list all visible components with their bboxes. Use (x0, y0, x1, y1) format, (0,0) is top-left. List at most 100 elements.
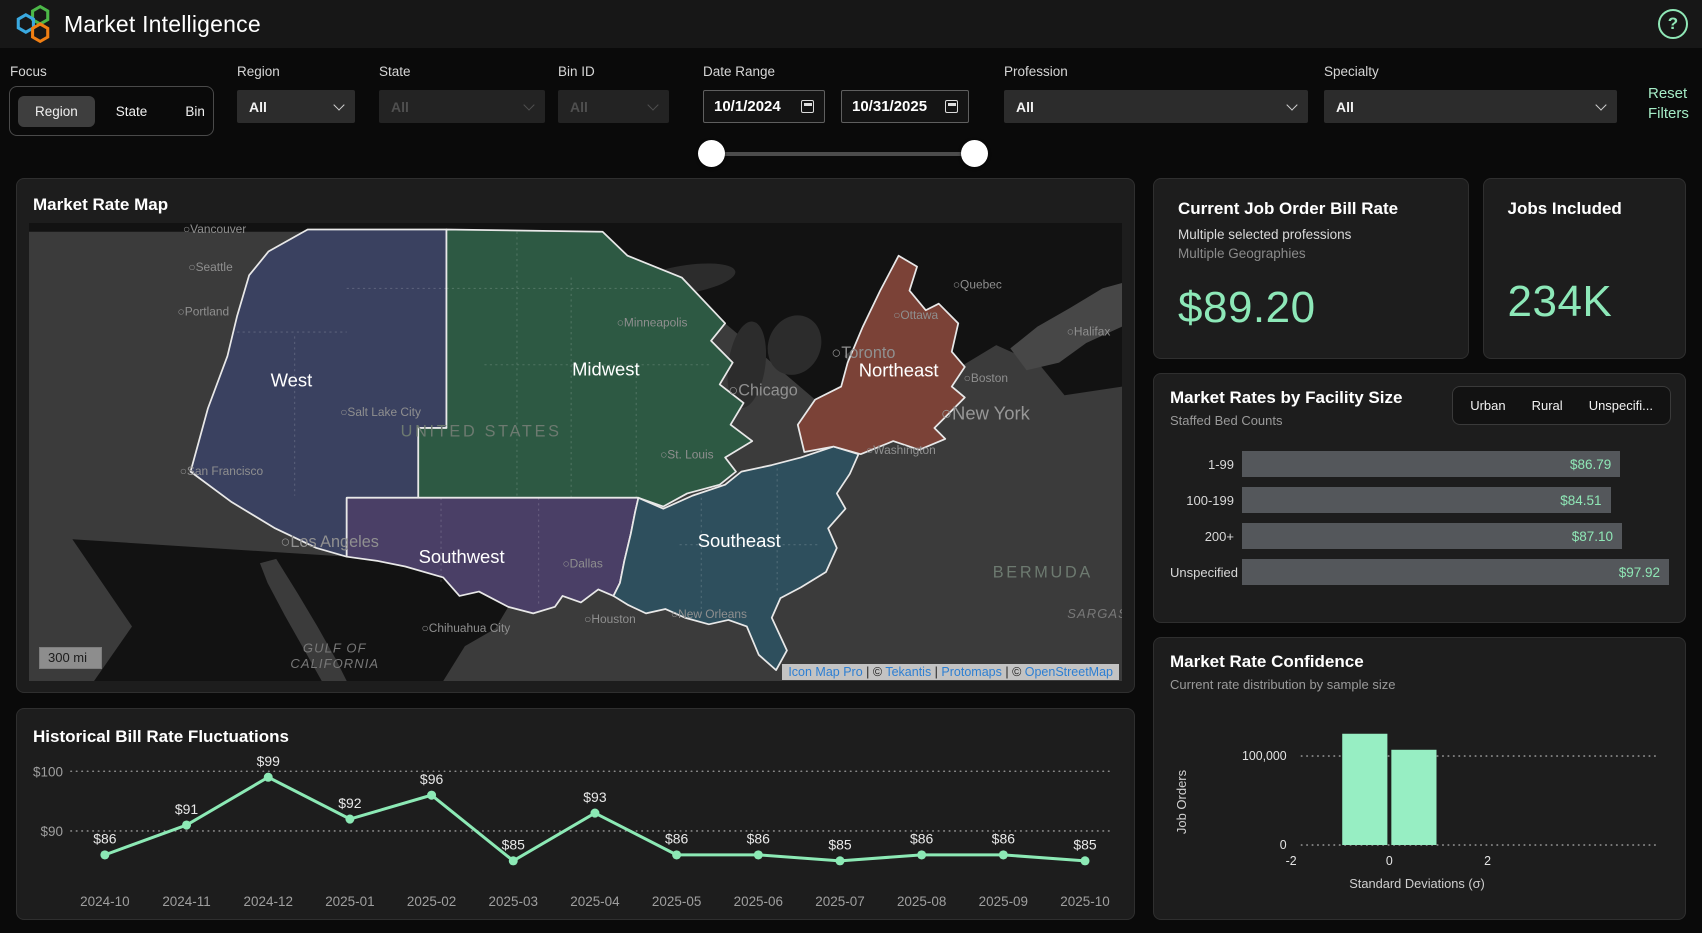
slider-handle-start[interactable] (698, 140, 725, 167)
help-icon[interactable]: ? (1658, 9, 1688, 39)
facility-bar: $87.10 (1242, 523, 1622, 549)
bin-id-label: Bin ID (558, 64, 595, 79)
map-geo-label: GULF OF (303, 641, 367, 656)
app-logo-icon (14, 2, 52, 46)
specialty-dropdown-value: All (1336, 99, 1354, 115)
map-geo-label: CALIFORNIA (290, 656, 379, 671)
svg-text:$85: $85 (828, 837, 851, 853)
calendar-icon[interactable] (945, 100, 958, 113)
confidence-panel-subtitle: Current rate distribution by sample size (1170, 677, 1669, 692)
facility-panel-title: Market Rates by Facility Size (1170, 388, 1460, 408)
map-city-label: ○New York (941, 402, 1031, 423)
map-city-label: ○San Francisco (180, 464, 264, 478)
map-city-label: ○Seattle (188, 260, 233, 274)
tab-rural[interactable]: Rural (1519, 391, 1576, 420)
svg-text:Job Orders: Job Orders (1174, 770, 1189, 834)
date-range-label: Date Range (703, 64, 775, 79)
bin-id-dropdown[interactable]: All (558, 90, 669, 123)
attribution-separator: | (931, 665, 941, 679)
svg-text:2025-04: 2025-04 (570, 894, 620, 909)
date-start-input[interactable]: 10/1/2024 (703, 90, 825, 123)
focus-label: Focus (10, 64, 47, 79)
facility-bar-list: 1-99$86.79100-199$84.51200+$87.10Unspeci… (1170, 446, 1669, 590)
facility-bar-row: 200+$87.10 (1170, 518, 1669, 554)
state-label: State (379, 64, 411, 79)
svg-text:$92: $92 (338, 795, 361, 811)
attribution-separator: | (1002, 665, 1012, 679)
svg-text:100,000: 100,000 (1242, 749, 1287, 763)
attribution-link[interactable]: Icon Map Pro (788, 665, 862, 679)
jobs-included-title: Jobs Included (1508, 199, 1661, 219)
app-header: Market Intelligence ? (0, 0, 1702, 48)
date-end-input[interactable]: 10/31/2025 (841, 90, 969, 123)
svg-text:$86: $86 (992, 831, 1015, 847)
focus-option-bin[interactable]: Bin (168, 96, 222, 127)
historical-bill-rate-panel: Historical Bill Rate Fluctuations $100$9… (16, 708, 1135, 920)
date-range-slider[interactable] (700, 140, 986, 168)
profession-label: Profession (1004, 64, 1068, 79)
map-canvas[interactable]: ○Vancouver ○Seattle ○Portland ○San Francisc… (29, 223, 1122, 681)
svg-text:$93: $93 (583, 789, 606, 805)
attribution-link[interactable]: OpenStreetMap (1025, 665, 1113, 679)
focus-option-state[interactable]: State (99, 96, 165, 127)
map-city-label: ○Washington (866, 443, 936, 457)
svg-text:2: 2 (1484, 854, 1491, 868)
bill-rate-card-subtitle1: Multiple selected professions (1178, 227, 1444, 242)
svg-text:$96: $96 (420, 771, 443, 787)
bill-rate-card: Current Job Order Bill Rate Multiple sel… (1153, 178, 1469, 359)
reset-filters-button[interactable]: Reset Filters (1648, 84, 1702, 124)
svg-text:2025-07: 2025-07 (815, 894, 864, 909)
svg-text:Standard Deviations (σ): Standard Deviations (σ) (1349, 876, 1485, 891)
svg-text:$90: $90 (40, 824, 63, 839)
copyright-symbol: © (873, 665, 885, 679)
copyright-symbol: © (1012, 665, 1025, 679)
region-dropdown[interactable]: All (237, 90, 355, 123)
bin-id-dropdown-value: All (570, 99, 588, 115)
chevron-down-icon (523, 99, 534, 110)
svg-text:2025-10: 2025-10 (1060, 894, 1110, 909)
focus-option-region[interactable]: Region (18, 96, 95, 127)
slider-track[interactable] (710, 152, 976, 156)
map-scale-bar: 300 mi (39, 647, 102, 669)
map-city-label: ○St. Louis (660, 448, 714, 462)
facility-bar-row: 1-99$86.79 (1170, 446, 1669, 482)
us-regions-map[interactable]: ○Vancouver ○Seattle ○Portland ○San Francisc… (29, 223, 1122, 681)
map-geo-label: SARGASS (1067, 606, 1122, 621)
chevron-down-icon (1595, 99, 1606, 110)
svg-text:$100: $100 (33, 764, 63, 779)
map-city-label: ○Quebec (953, 277, 1002, 291)
map-region-label: Southeast (698, 530, 781, 551)
map-city-label: ○Salt Lake City (340, 405, 421, 419)
facility-bar-value: $84.51 (1560, 493, 1610, 508)
map-city-label: ○Portland (178, 305, 230, 319)
chevron-down-icon (333, 99, 344, 110)
tab-unspecified[interactable]: Unspecifi... (1576, 391, 1666, 420)
svg-text:0: 0 (1386, 854, 1393, 868)
svg-text:2024-12: 2024-12 (244, 894, 293, 909)
state-dropdown-value: All (391, 99, 409, 115)
map-city-label: ○Vancouver (183, 223, 246, 236)
attribution-link[interactable]: Protomaps (941, 665, 1001, 679)
svg-text:$85: $85 (502, 837, 525, 853)
map-region-label: West (271, 370, 313, 391)
facility-bar-value: $86.79 (1570, 457, 1620, 472)
svg-text:2024-10: 2024-10 (80, 894, 130, 909)
facility-size-panel: Market Rates by Facility Size Staffed Be… (1153, 373, 1686, 623)
profession-dropdown[interactable]: All (1004, 90, 1308, 123)
map-geo-label: BERMUDA (993, 563, 1093, 581)
specialty-dropdown[interactable]: All (1324, 90, 1617, 123)
facility-bar-row: Unspecified$97.92 (1170, 554, 1669, 590)
tab-urban[interactable]: Urban (1457, 391, 1518, 420)
bill-rate-card-title: Current Job Order Bill Rate (1178, 199, 1444, 219)
region-label: Region (237, 64, 280, 79)
date-range-group: 10/1/2024 10/31/2025 (703, 90, 983, 123)
facility-bar: $86.79 (1242, 451, 1620, 477)
calendar-icon[interactable] (801, 100, 814, 113)
page-title: Market Intelligence (64, 11, 261, 38)
facility-bar-value: $87.10 (1572, 529, 1622, 544)
filter-bar: Focus Region State Bin Region All State … (0, 48, 1702, 178)
state-dropdown[interactable]: All (379, 90, 545, 123)
svg-text:$86: $86 (93, 831, 116, 847)
attribution-link[interactable]: Tekantis (885, 665, 931, 679)
slider-handle-end[interactable] (961, 140, 988, 167)
